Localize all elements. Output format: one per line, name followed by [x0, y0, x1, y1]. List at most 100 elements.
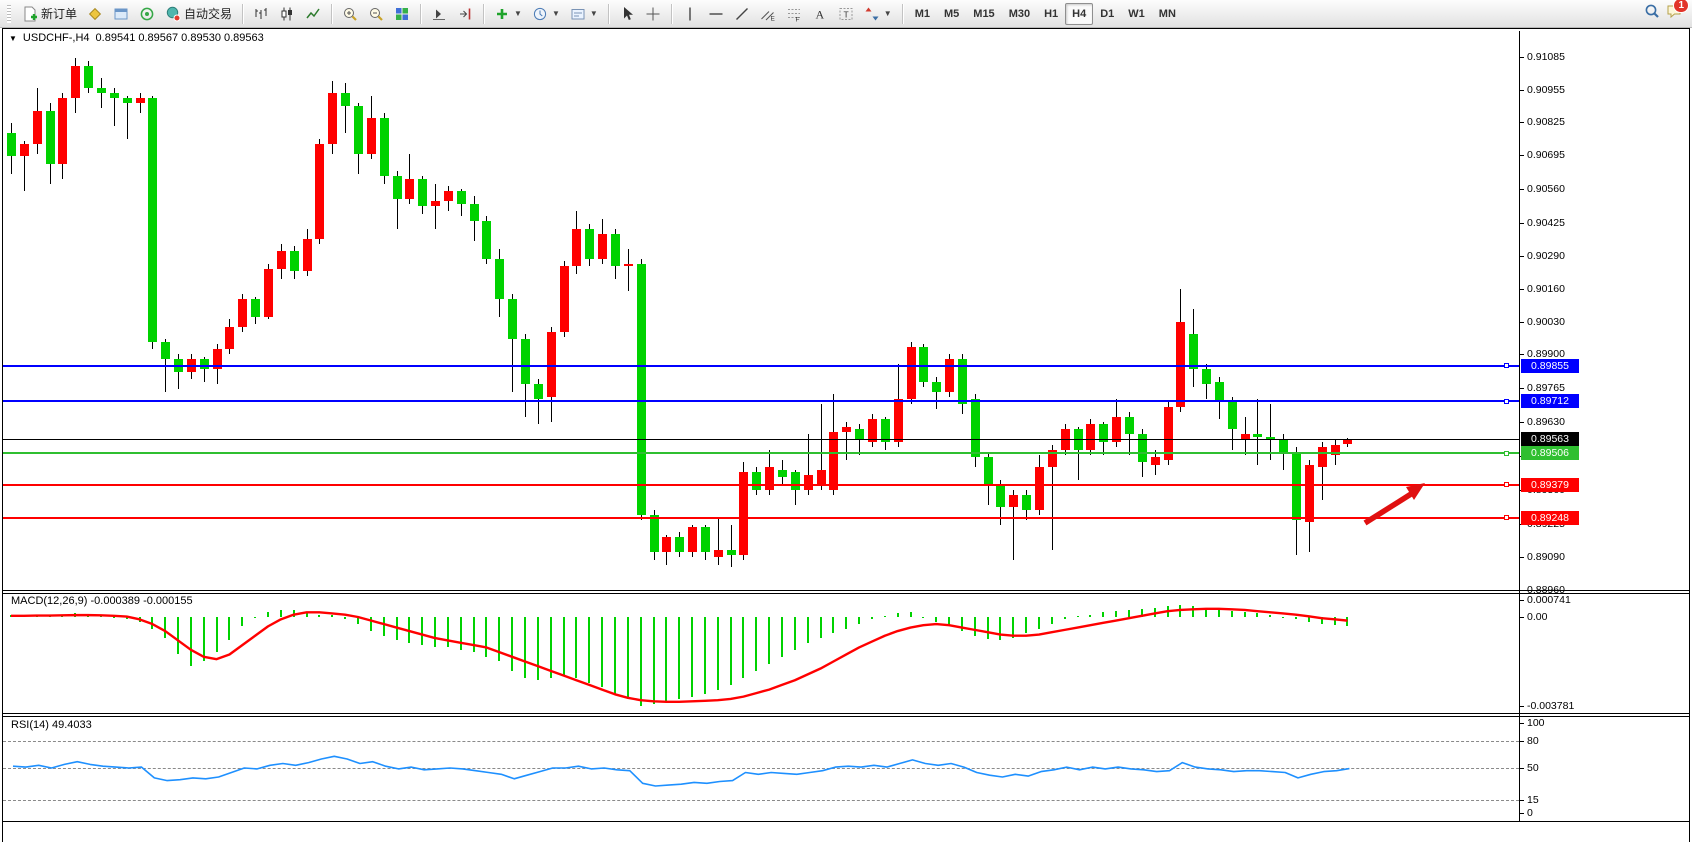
chart-window[interactable]: ▼ USDCHF-,H4 0.89541 0.89567 0.89530 0.8…	[2, 28, 1690, 842]
macd-histogram-bar	[1333, 617, 1336, 626]
price-tick-label: 0.91085	[1527, 51, 1565, 63]
line-handle[interactable]	[1504, 482, 1509, 488]
timeframe-m1-button[interactable]: M1	[914, 7, 930, 20]
macd-histogram-bar	[1320, 617, 1323, 625]
macd-histogram-bar	[498, 617, 501, 662]
window-icon	[113, 6, 129, 22]
support-line[interactable]	[3, 483, 1519, 486]
price-tick-label: 0.90560	[1527, 182, 1565, 195]
auto-scroll-button[interactable]	[426, 2, 452, 26]
macd-histogram-bar	[626, 617, 629, 699]
line-handle[interactable]	[1504, 450, 1509, 456]
line-handle[interactable]	[1504, 398, 1509, 404]
cursor-button[interactable]	[614, 2, 640, 26]
trendline-button[interactable]	[729, 2, 755, 26]
price-tick-label: 0.90695	[1527, 148, 1565, 161]
bar-chart-button[interactable]	[248, 2, 274, 26]
toolbar-group	[611, 2, 669, 26]
notifications-icon[interactable]: 1	[1666, 0, 1689, 24]
macd-axis-label: 0.000741	[1527, 593, 1571, 606]
timeframe-m5-button[interactable]: M5	[944, 7, 960, 20]
line-handle[interactable]	[1504, 515, 1509, 521]
equidistant-channel-button[interactable]: E	[755, 2, 781, 26]
crosshair-button[interactable]	[640, 2, 666, 26]
macd-histogram-bar	[870, 617, 873, 620]
support-line[interactable]	[3, 516, 1519, 519]
chevron-down-icon[interactable]: ▼	[9, 33, 17, 43]
timeframe-mn-button[interactable]: MN	[1158, 7, 1176, 20]
price-tick-mark	[1519, 388, 1524, 390]
macd-histogram-bar	[652, 617, 655, 704]
trend-arrow-annotation[interactable]	[1353, 471, 1443, 533]
new-order-button[interactable]: 新订单	[17, 2, 82, 26]
dropdown-caret-icon[interactable]: ▼	[551, 9, 560, 18]
market-watch-button[interactable]	[82, 2, 108, 26]
fibonacci-button[interactable]: F	[781, 2, 807, 26]
candlestick-chart-button[interactable]	[274, 2, 300, 26]
signals-button[interactable]	[134, 2, 160, 26]
candle	[366, 118, 376, 154]
macd-histogram-bar	[189, 617, 192, 667]
line-handle[interactable]	[1504, 363, 1509, 368]
time-axis[interactable]	[3, 821, 1689, 842]
candle	[700, 527, 710, 553]
macd-histogram-bar	[601, 617, 604, 688]
rsi-tick-mark	[1519, 723, 1524, 724]
indicators-icon	[494, 6, 510, 22]
price-tick-label: 0.90290	[1527, 250, 1565, 263]
resistance-line[interactable]	[3, 364, 1519, 367]
indicators-button[interactable]: ▼	[489, 2, 527, 26]
candle	[1292, 452, 1301, 520]
current-price-line[interactable]	[3, 438, 1519, 440]
macd-histogram-bar	[177, 617, 180, 655]
candle-wick	[100, 78, 102, 109]
candle	[1047, 449, 1057, 468]
line-chart-button[interactable]	[300, 2, 326, 26]
price-label: 0.89248	[1521, 510, 1579, 525]
timeframe-m15-button[interactable]: M15	[973, 7, 995, 20]
arrows-button[interactable]: ▼	[859, 2, 897, 26]
timeframe-d1-button[interactable]: D1	[1100, 7, 1115, 20]
chart-shift-button[interactable]	[452, 2, 478, 26]
auto-trading-button[interactable]: 自动交易	[160, 2, 237, 26]
candle	[96, 88, 106, 94]
candle	[623, 263, 633, 267]
timeframe-h1-button[interactable]: H1	[1044, 7, 1059, 20]
candle	[610, 233, 620, 267]
macd-histogram-bar	[909, 612, 912, 617]
zoom-out-button[interactable]	[363, 2, 389, 26]
macd-histogram-bar	[112, 617, 115, 618]
toolbar-separator	[607, 3, 609, 24]
tile-windows-button[interactable]	[389, 2, 415, 26]
macd-histogram-bar	[922, 617, 925, 618]
toolbar-group: 新订单 自动交易	[14, 2, 240, 26]
candle-wick	[846, 421, 848, 460]
text-button[interactable]: A	[807, 2, 833, 26]
templates-button[interactable]: ▼	[565, 2, 603, 26]
price-tick-mark	[1519, 354, 1524, 356]
candle-wick	[113, 88, 115, 126]
toolbar-group	[334, 2, 418, 26]
macd-histogram-bar	[1230, 611, 1233, 617]
dropdown-caret-icon[interactable]: ▼	[883, 9, 892, 18]
pivot-line[interactable]	[3, 452, 1519, 455]
macd-histogram-bar	[781, 617, 783, 657]
macd-histogram-bar	[1089, 614, 1092, 617]
price-tick-label: 0.90955	[1527, 83, 1565, 96]
candle	[880, 419, 890, 442]
label-button[interactable]: T	[833, 2, 859, 26]
periods-button[interactable]: ▼	[527, 2, 565, 26]
vertical-line-button[interactable]	[677, 2, 703, 26]
zoom-in-button[interactable]	[337, 2, 363, 26]
timeframe-w1-button[interactable]: W1	[1128, 7, 1145, 20]
dropdown-caret-icon[interactable]: ▼	[514, 9, 522, 18]
horizontal-line-button[interactable]	[703, 2, 729, 26]
dropdown-caret-icon[interactable]: ▼	[589, 9, 598, 18]
open-chart-button[interactable]	[108, 2, 134, 26]
candle	[1317, 447, 1327, 468]
timeframe-m30-button[interactable]: M30	[1008, 7, 1031, 20]
search-icon[interactable]	[1644, 3, 1660, 24]
resistance-line[interactable]	[3, 400, 1519, 403]
candle	[1112, 416, 1122, 442]
timeframe-h4-button[interactable]: H4	[1065, 2, 1094, 25]
